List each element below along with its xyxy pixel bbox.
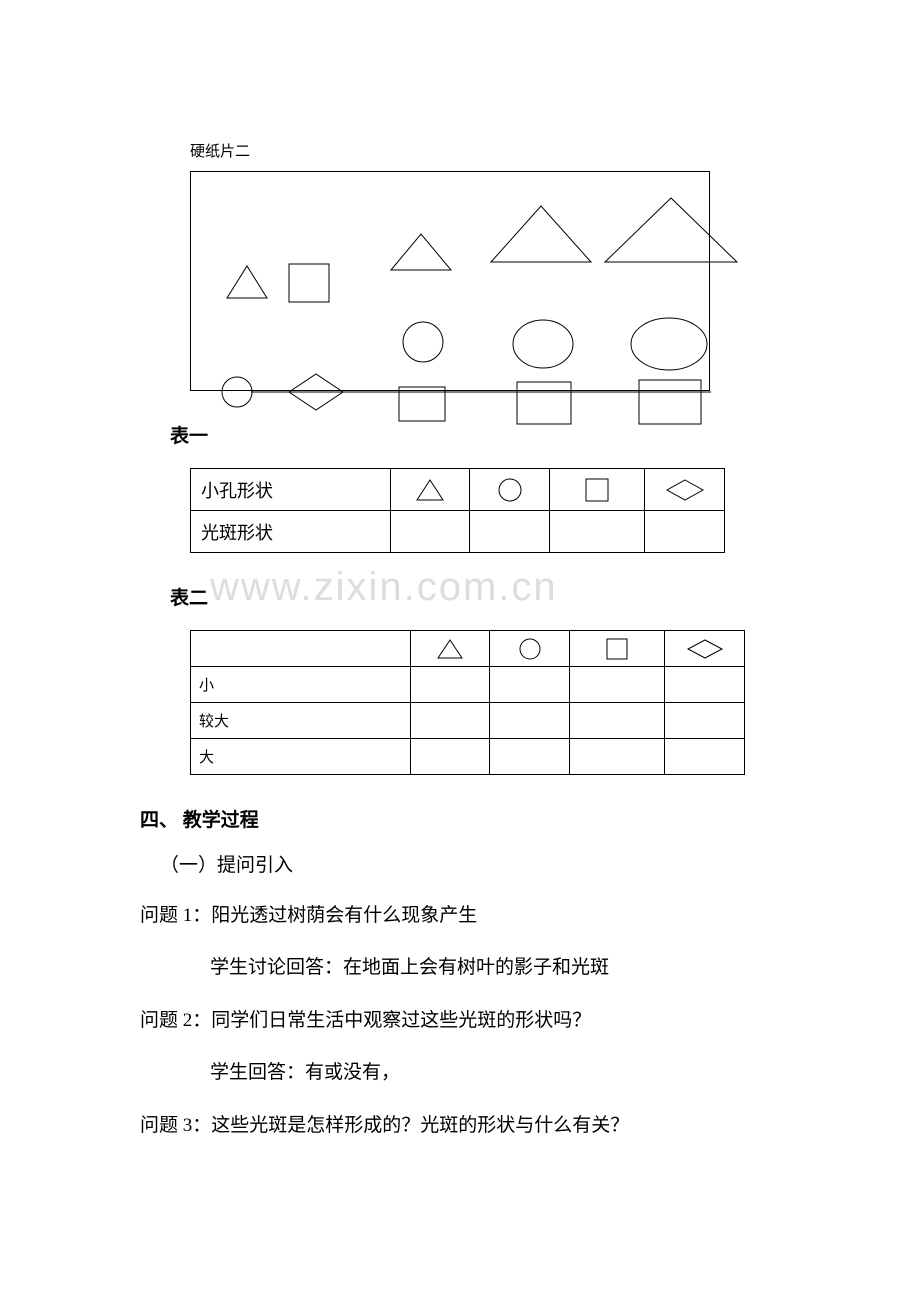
card2-shapes-svg (191, 172, 751, 432)
table2-r1-label: 小 (191, 667, 411, 703)
table2-h-square (570, 631, 665, 667)
table2-r2c2 (490, 703, 570, 739)
table1-r2-label: 光斑形状 (191, 511, 391, 553)
table2-r3c1 (410, 739, 490, 775)
table2-r2c4 (665, 703, 745, 739)
table2-r3c2 (490, 739, 570, 775)
table2-r1c2 (490, 667, 570, 703)
question-3: 问题 3：这些光斑是怎样形成的？光斑的形状与什么有关？ (140, 1111, 780, 1141)
table1-r1-diamond (645, 469, 725, 511)
table2-r2c3 (570, 703, 665, 739)
table2-caption: 表二 (170, 583, 780, 610)
table1-r2c4 (645, 511, 725, 553)
table2-r1c1 (410, 667, 490, 703)
answer-2: 学生回答：有或没有， (210, 1058, 780, 1088)
table1-r2c1 (390, 511, 470, 553)
table2: 小 较大 大 (190, 630, 745, 775)
question-2: 问题 2：同学们日常生活中观察过这些光斑的形状吗？ (140, 1006, 780, 1036)
table1-r2c3 (550, 511, 645, 553)
table2-h-diamond (665, 631, 745, 667)
table1-r1-label: 小孔形状 (191, 469, 391, 511)
table2-h-triangle (410, 631, 490, 667)
table2-r1c3 (570, 667, 665, 703)
table2-r2c1 (410, 703, 490, 739)
table2-r1c4 (665, 667, 745, 703)
card2-label: 硬纸片二 (190, 140, 780, 161)
table1-r1-triangle (390, 469, 470, 511)
section-subhead: （一）提问引入 (160, 850, 780, 877)
table2-r3c4 (665, 739, 745, 775)
answer-1: 学生讨论回答：在地面上会有树叶的影子和光斑 (210, 953, 780, 983)
table2-h-circle (490, 631, 570, 667)
table2-r0-label (191, 631, 411, 667)
table1-r1-square (550, 469, 645, 511)
table1-r1-circle (470, 469, 550, 511)
table1: 小孔形状 光斑形状 (190, 468, 725, 553)
question-1: 问题 1：阳光透过树荫会有什么现象产生 (140, 901, 780, 931)
table2-r2-label: 较大 (191, 703, 411, 739)
table2-r3c3 (570, 739, 665, 775)
card2-diagram (190, 171, 710, 391)
table2-r3-label: 大 (191, 739, 411, 775)
section-heading: 四、 教学过程 (140, 805, 780, 832)
table1-r2c2 (470, 511, 550, 553)
